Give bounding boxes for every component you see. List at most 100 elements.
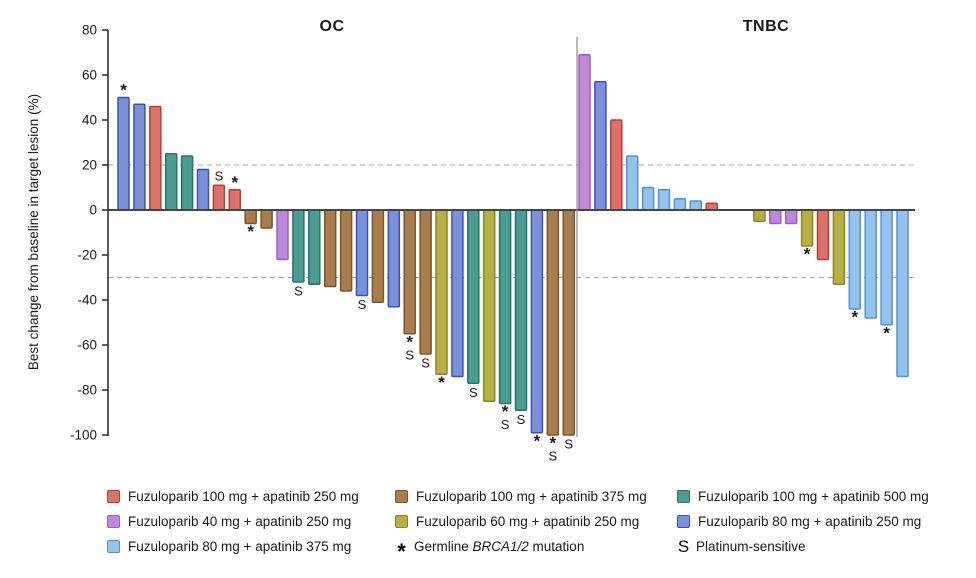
bar [292,209,305,283]
germline-brca-flag: * [534,431,541,450]
germline-brca-flag: * [549,434,556,453]
germline-brca-flag: * [438,373,445,392]
bar [832,209,846,285]
bar [848,209,862,310]
germline-brca-flag: * [406,332,413,351]
platinum-sensitive-flag: S [517,412,526,427]
legend-label: Fuzuloparib 100 mg + apatinib 500 mg [698,489,929,504]
bar [387,209,401,308]
legend-swatch-periwinkle [677,515,690,528]
germline-brca-flag: * [883,323,890,342]
platinum-sensitive-flag: S [501,417,510,432]
bar [562,209,575,436]
legend-swatch-red [107,490,120,503]
bar [641,186,655,211]
legend-label-germline-brca: Germline BRCA1/2 mutation [414,539,585,554]
bar [705,202,718,211]
bar [339,209,353,292]
bar [816,209,830,261]
platinum-sensitive-symbol: S [677,536,690,556]
bar [435,209,448,375]
bar [133,103,146,211]
bar [323,209,337,288]
bar [260,209,273,229]
y-tick-label: -80 [77,383,97,398]
bar [276,209,289,261]
y-tick-label: -20 [77,248,97,263]
mutation-sensitivity-flags: *S **SS*SS*S*S S* *SS*** [120,81,890,464]
y-tick-label: -40 [77,293,97,308]
bar [498,209,512,405]
bar [117,96,130,211]
bar [769,209,782,225]
bar [514,209,528,411]
bar [530,209,544,434]
y-tick-label: -60 [77,338,97,353]
legend-item: Fuzuloparib 100 mg + apatinib 500 mg [677,486,929,507]
bar [896,209,909,378]
platinum-sensitive-flag: S [358,297,367,312]
legend-swatch-lightblue [107,540,120,553]
bar [673,198,687,211]
germline-brca-flag: * [502,402,509,421]
bar [308,209,321,285]
platinum-sensitive-flag: S [469,385,478,400]
platinum-sensitive-flag: S [548,449,557,464]
platinum-sensitive-flag: S [215,168,224,183]
bar [625,155,639,211]
bar [546,209,560,436]
bar [880,209,893,326]
legend-swatch-purple [107,515,120,528]
germline-brca-flag: * [231,173,238,192]
bar [784,209,798,225]
germline-brca-flag: * [120,81,127,100]
legend-label: Fuzuloparib 80 mg + apatinib 250 mg [698,514,922,529]
legend-label: Fuzuloparib 60 mg + apatinib 250 mg [416,514,640,529]
platinum-sensitive-flag: S [564,437,573,452]
legend-label: Fuzuloparib 80 mg + apatinib 375 mg [128,539,352,554]
legend-column-1: Fuzuloparib 100 mg + apatinib 250 mg Fuz… [107,486,359,557]
germline-brca-flag: * [247,222,254,241]
legend-label: Fuzuloparib 40 mg + apatinib 250 mg [128,514,352,529]
y-tick-label: -100 [70,428,97,443]
platinum-sensitive-flag: S [421,356,430,371]
bar [467,209,480,384]
bar [419,209,432,355]
bar [164,153,178,211]
bar [610,119,623,211]
panel-title-tnbc: TNBC [743,18,789,35]
platinum-sensitive-flag: S [405,347,414,362]
legend-item: Fuzuloparib 100 mg + apatinib 250 mg [107,486,359,507]
bar [149,105,162,211]
bar [180,155,194,211]
bar [578,54,591,211]
bar [753,209,766,222]
asterisk-symbol: * [397,538,406,564]
legend-label-platinum-sensitive: Platinum-sensitive [696,539,806,554]
bars [117,54,909,436]
bar [212,184,226,211]
bar [451,209,464,378]
y-tick-label: 20 [82,158,97,173]
legend-label: Fuzuloparib 100 mg + apatinib 375 mg [416,489,647,504]
bar [800,209,814,247]
bar [403,209,416,335]
legend-item: S Platinum-sensitive [677,536,929,557]
y-tick-label: 0 [89,203,97,218]
legend-item: * Germline BRCA1/2 mutation [395,536,647,564]
y-axis-title: Best change from baseline in target lesi… [26,94,41,370]
legend-column-2: Fuzuloparib 100 mg + apatinib 375 mg Fuz… [395,486,647,564]
axes: 80 60 40 20 0 -20 -40 -60 -80 -100 [70,23,915,443]
bar [228,189,242,211]
legend-swatch-brown [395,490,408,503]
legend-swatch-teal [677,490,690,503]
bar [657,189,671,211]
germline-brca-flag: * [804,245,811,264]
legend-item: Fuzuloparib 60 mg + apatinib 250 mg [395,511,647,532]
bar [196,168,210,211]
panel-title-oc: OC [320,18,345,35]
y-tick-label: 80 [82,23,97,38]
chart-legend: Fuzuloparib 100 mg + apatinib 250 mg Fuz… [0,486,976,572]
legend-label: Fuzuloparib 100 mg + apatinib 250 mg [128,489,359,504]
